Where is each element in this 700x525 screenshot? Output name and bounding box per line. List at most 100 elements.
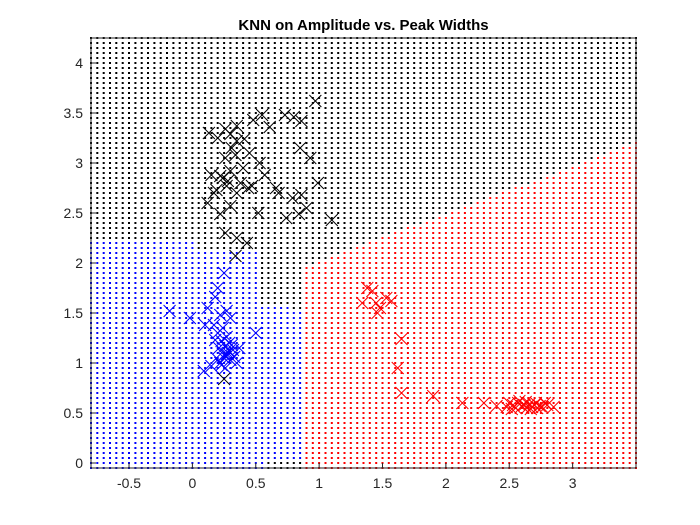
grid-dot (425, 297, 428, 299)
grid-dot (286, 227, 289, 229)
grid-dot (267, 142, 270, 144)
grid-dot (121, 187, 124, 189)
grid-dot (356, 57, 359, 59)
grid-dot (419, 367, 422, 369)
grid-dot (197, 237, 200, 239)
grid-dot (140, 242, 143, 244)
grid-dot (330, 427, 333, 429)
grid-dot (292, 167, 295, 169)
grid-dot (273, 42, 276, 44)
grid-dot (128, 427, 130, 429)
grid-dot (362, 77, 365, 79)
grid-dot (349, 222, 352, 224)
grid-dot (419, 402, 422, 404)
grid-dot (406, 277, 409, 279)
grid-dot (185, 47, 188, 49)
grid-dot (349, 72, 352, 74)
grid-dot (267, 417, 270, 419)
grid-dot (140, 347, 143, 349)
grid-dot (267, 402, 270, 404)
grid-dot (261, 392, 264, 394)
grid-dot (305, 242, 308, 244)
grid-dot (172, 317, 175, 319)
grid-dot (451, 372, 454, 374)
grid-dot (305, 237, 308, 239)
grid-dot (444, 302, 447, 304)
grid-dot (248, 102, 251, 104)
grid-dot (273, 407, 276, 409)
grid-dot (248, 47, 251, 49)
grid-dot (292, 82, 295, 84)
grid-dot (153, 97, 156, 99)
grid-dot (387, 452, 390, 454)
grid-dot (438, 152, 441, 154)
grid-dot (368, 187, 371, 189)
grid-dot (400, 317, 403, 319)
grid-dot (204, 302, 207, 304)
grid-dot (96, 97, 99, 99)
grid-dot (121, 332, 124, 334)
grid-dot (305, 457, 308, 459)
grid-dot (324, 392, 327, 394)
grid-dot (261, 352, 264, 354)
grid-dot (254, 312, 257, 314)
grid-dot (248, 207, 251, 209)
grid-dot (419, 142, 422, 144)
grid-dot (311, 147, 314, 149)
grid-dot (128, 367, 130, 369)
grid-dot (248, 337, 251, 339)
grid-dot (330, 102, 333, 104)
grid-dot (400, 457, 403, 459)
grid-dot (299, 172, 302, 174)
grid-dot (299, 152, 302, 154)
grid-dot (147, 407, 149, 409)
grid-dot (191, 392, 194, 394)
grid-dot (375, 337, 378, 339)
grid-dot (432, 172, 435, 174)
grid-dot (248, 307, 251, 309)
grid-dot (147, 237, 149, 239)
grid-dot (438, 407, 441, 409)
grid-dot (197, 117, 200, 119)
grid-dot (242, 87, 245, 89)
grid-dot (400, 117, 403, 119)
grid-dot (185, 187, 188, 189)
grid-dot (318, 232, 321, 234)
grid-dot (185, 232, 188, 234)
grid-dot (318, 337, 321, 339)
grid-dot (425, 412, 428, 414)
grid-dot (305, 302, 308, 304)
grid-dot (349, 382, 352, 384)
grid-dot (242, 77, 245, 79)
grid-dot (425, 207, 428, 209)
grid-dot (438, 357, 441, 359)
grid-dot (419, 317, 422, 319)
grid-dot (210, 462, 213, 464)
grid-dot (115, 212, 118, 214)
grid-dot (280, 457, 283, 459)
grid-dot (109, 157, 111, 159)
grid-dot (318, 272, 321, 274)
grid-dot (432, 282, 435, 284)
grid-dot (178, 222, 181, 224)
grid-dot (134, 347, 137, 349)
grid-dot (121, 142, 124, 144)
grid-dot (368, 242, 371, 244)
grid-dot (444, 307, 447, 309)
grid-dot (406, 42, 409, 44)
grid-dot (153, 162, 156, 164)
grid-dot (267, 202, 270, 204)
grid-dot (413, 132, 416, 134)
grid-dot (324, 227, 327, 229)
grid-dot (292, 392, 295, 394)
grid-dot (134, 357, 137, 359)
grid-dot (166, 142, 168, 144)
grid-dot (261, 437, 264, 439)
grid-dot (115, 447, 118, 449)
grid-dot (375, 437, 378, 439)
grid-dot (140, 337, 143, 339)
grid-dot (191, 72, 194, 74)
grid-dot (159, 427, 162, 429)
grid-dot (216, 162, 219, 164)
grid-dot (102, 207, 105, 209)
